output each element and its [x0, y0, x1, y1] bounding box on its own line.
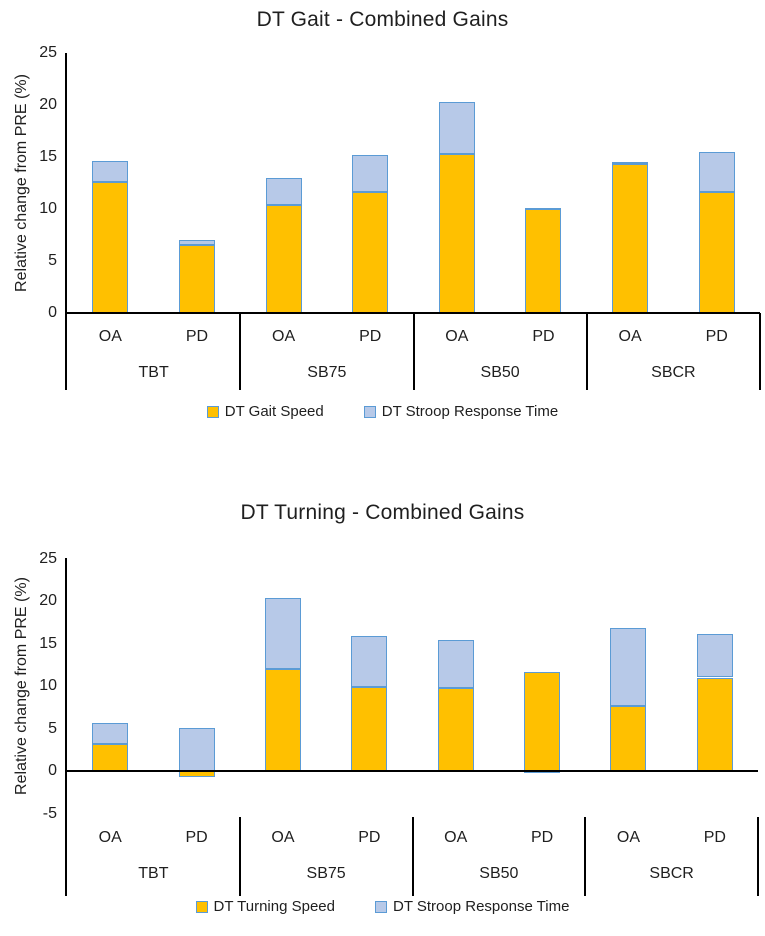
legend-item: DT Gait Speed — [206, 403, 324, 420]
y-tick-label: 20 — [39, 592, 57, 609]
bar-segment-stroop — [438, 101, 475, 154]
bar-segment-speed — [265, 204, 302, 313]
group-label: SB50 — [479, 865, 519, 882]
y-tick-label: -5 — [42, 804, 57, 822]
y-tick-label: 0 — [48, 304, 57, 321]
group-label: SB75 — [306, 865, 346, 882]
category-label: PD — [358, 829, 381, 846]
bar-segment-stroop — [696, 634, 733, 678]
y-tick-label: 15 — [39, 634, 57, 652]
legend-dt-turning: DT Turning Speed DT Stroop Response Time — [0, 898, 765, 915]
category-label: PD — [359, 328, 382, 345]
group-separator-line — [585, 313, 588, 390]
group-label: TBT — [138, 364, 169, 381]
bar-segment-stroop — [92, 722, 129, 744]
bar-segment-stroop — [92, 161, 129, 182]
y-tick-label: 10 — [39, 200, 57, 217]
y-tick-label: 25 — [39, 44, 57, 61]
y-tick-label: 5 — [48, 719, 57, 737]
bar-segment-stroop — [178, 727, 215, 771]
y-tick-label: 0 — [48, 762, 57, 779]
bar-segment-speed — [438, 153, 475, 313]
legend-item: DT Stroop Response Time — [363, 403, 559, 420]
bar-segment-stroop — [610, 628, 647, 706]
group-label: SB75 — [307, 364, 347, 381]
legend-item: DT Stroop Response Time — [374, 898, 570, 915]
legend-swatch-icon — [374, 900, 387, 913]
group-separator-line — [759, 313, 761, 390]
category-label: PD — [530, 829, 554, 846]
bar-segment-stroop — [437, 640, 474, 688]
bar-segment-speed — [351, 686, 388, 771]
category-label: OA — [445, 328, 469, 345]
bar-segment-stroop — [525, 207, 562, 210]
legend-dt-gait: DT Gait Speed DT Stroop Response Time — [0, 403, 765, 420]
group-separator-line — [411, 817, 414, 896]
category-label: PD — [185, 829, 208, 846]
legend-label: DT Stroop Response Time — [381, 403, 559, 420]
bar-segment-speed — [524, 671, 561, 771]
y-tick-label: 25 — [39, 549, 57, 567]
chart-title-dt-turning: DT Turning - Combined Gains — [240, 501, 525, 524]
bar-segment-speed — [698, 192, 735, 313]
category-label: OA — [616, 829, 640, 846]
y-tick-label: 15 — [39, 148, 57, 165]
group-separator-line — [239, 313, 242, 390]
group-separator-line — [238, 817, 241, 896]
y-axis-line — [65, 558, 67, 896]
category-label: OA — [444, 829, 468, 846]
group-label: TBT — [138, 865, 169, 882]
bar-segment-stroop — [612, 162, 649, 165]
legend-item: DT Turning Speed — [195, 898, 335, 915]
legend-label: DT Gait Speed — [224, 403, 324, 420]
group-separator-line — [584, 817, 587, 896]
x-axis-zero-line — [67, 770, 758, 772]
category-label: OA — [271, 829, 295, 846]
legend-label: DT Turning Speed — [213, 898, 335, 915]
y-tick-label: 5 — [48, 252, 57, 269]
group-separator-line — [412, 313, 415, 390]
bar-segment-speed — [525, 209, 562, 313]
category-label: PD — [703, 829, 726, 846]
category-label: PD — [705, 328, 728, 345]
bar-segment-speed — [352, 192, 389, 313]
category-label: OA — [272, 328, 296, 345]
group-label: SBCR — [649, 865, 694, 882]
bar-segment-speed — [92, 181, 129, 313]
legend-swatch-icon — [206, 405, 219, 418]
bar-segment-stroop — [352, 154, 389, 193]
bar-segment-stroop — [178, 240, 215, 246]
bar-segment-stroop — [698, 151, 735, 193]
bar-segment-speed — [92, 743, 129, 771]
group-label: SBCR — [651, 364, 696, 381]
category-label: PD — [532, 328, 555, 345]
category-label: OA — [98, 829, 122, 846]
bar-segment-stroop — [351, 635, 388, 687]
legend-swatch-icon — [195, 900, 208, 913]
bar-segment-speed — [264, 669, 301, 771]
group-label: SB50 — [480, 364, 520, 381]
y-tick-label: 10 — [39, 677, 57, 694]
category-label: OA — [98, 328, 122, 345]
legend-swatch-icon — [363, 405, 376, 418]
bar-segment-speed — [610, 705, 647, 771]
y-axis-line — [65, 53, 67, 390]
bar-segment-stroop — [265, 177, 302, 205]
bar-segment-stroop — [264, 597, 301, 669]
bar-segment-speed — [612, 164, 649, 313]
bar-segment-speed — [178, 245, 215, 313]
bar-segment-speed — [437, 687, 474, 771]
category-label: OA — [618, 328, 642, 345]
group-separator-line — [757, 817, 759, 896]
bar-segment-speed — [696, 677, 733, 771]
legend-label: DT Stroop Response Time — [392, 898, 570, 915]
y-tick-label: 20 — [39, 96, 57, 113]
chart-title-dt-gait: DT Gait - Combined Gains — [256, 8, 509, 31]
category-label: PD — [185, 328, 209, 345]
